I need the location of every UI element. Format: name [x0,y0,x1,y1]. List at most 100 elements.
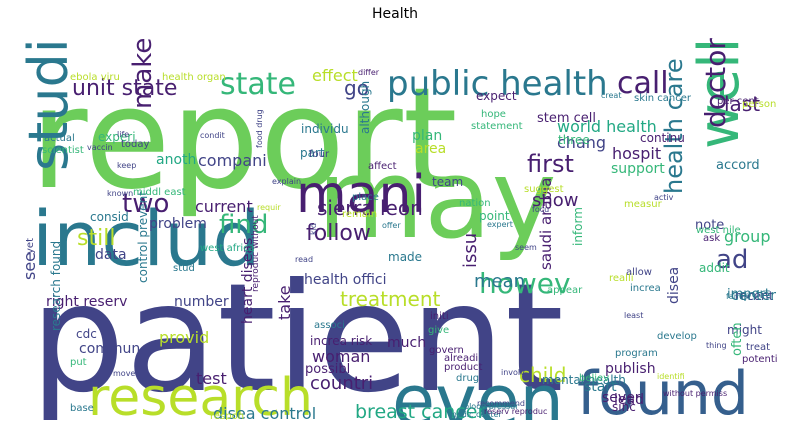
cloud-word: creat [601,91,622,100]
cloud-word: develop [657,331,697,342]
cloud-word: appear [547,285,583,296]
cloud-word: team [432,175,464,189]
cloud-word: put [70,357,87,368]
cloud-word: health care [660,58,688,194]
cloud-word: scientist [42,145,84,156]
cloud-word: sever [602,390,641,406]
cloud-word: expect [476,89,517,103]
cloud-word: requir [257,203,281,212]
cloud-word: experi [98,130,136,144]
cloud-word: expert [487,220,513,229]
cloud-word: thing [706,341,727,350]
cloud-word: recommend [477,399,525,408]
cloud-word: world health [557,117,657,136]
cloud-word: measur [624,199,662,210]
cloud-word: without permiss [663,389,728,398]
cloud-word: west africa [200,243,255,254]
cloud-word: stem cell [537,111,597,126]
cloud-word: problem [149,216,207,232]
cloud-word: first [527,150,574,178]
cloud-word: mental health [542,373,626,387]
cloud-word: individu [301,122,349,136]
cloud-word: reserv reproduc [484,407,548,416]
cloud-word: number [174,294,229,310]
cloud-word: reproduc without [251,215,261,292]
cloud-word: disea [666,266,682,304]
cloud-word: explain [272,177,302,186]
cloud-word: blood pressur [464,402,519,411]
cloud-word: potenti [742,354,778,365]
cloud-word: right reserv [46,294,128,310]
cloud-word: disea control [213,404,317,421]
cloud-word: health offici [304,272,387,288]
cloud-word: govern [429,345,464,356]
cloud-word: control prevent [136,191,150,283]
cloud-word: might [727,323,762,337]
cloud-word: life [117,130,130,139]
cloud-word: found [577,359,749,420]
cloud-word: often [730,322,745,356]
cloud-word: support [611,161,665,177]
cloud-word: made [388,250,423,264]
cloud-word: recent [735,289,774,303]
cloud-word: activ [654,193,674,202]
cloud-word: call [617,66,669,101]
cloud-word: move [113,369,136,378]
cloud-word: test [196,369,227,388]
cloud-word: product [444,362,483,373]
cloud-word: suggest [524,184,564,195]
cloud-word: woman [312,347,371,366]
cloud-word: known [107,189,134,198]
cloud-word: involv [501,368,525,377]
cloud-word: vaccin [87,143,113,152]
cloud-word: continu [640,131,685,145]
cloud-word: statement [471,121,523,132]
cloud-word: issu [460,232,481,268]
cloud-word: today [121,139,150,150]
cloud-word: place [352,192,379,203]
cloud-word: nation [459,198,491,209]
cloud-word: state [220,67,296,102]
cloud-word: patient [30,252,564,420]
cloud-word: howev [479,267,571,300]
cloud-word: take [275,285,294,320]
cloud-word: yet [25,238,36,254]
cloud-word: actual [44,133,75,144]
cloud-word: plan [412,128,443,144]
cloud-word: start [584,379,617,395]
cloud-word: still [77,226,116,251]
cloud-word: stud [173,263,195,274]
cloud-word: countri [310,373,374,394]
cloud-word: part [300,146,325,160]
cloud-word: report [30,58,458,221]
cloud-word: anoth [156,152,197,168]
cloud-word: kid [309,223,318,235]
cloud-word: three [558,133,590,147]
cloud-word: area [415,141,447,157]
cloud-word: go [344,76,369,100]
cloud-word: show [532,190,579,211]
cloud-word: increa [630,283,661,294]
cloud-word: research found [49,240,63,331]
cloud-word: possibl [305,362,351,377]
cloud-word: least [624,311,644,320]
cloud-word: group [724,227,771,246]
cloud-word: health organ [162,72,226,83]
cloud-word: even [392,360,564,420]
cloud-word: public health [387,64,608,104]
cloud-word: realli [609,273,634,284]
cloud-word: see [20,251,39,280]
cloud-word: person [742,99,777,110]
cloud-word: includ [32,194,261,283]
cloud-word: food drug [255,109,264,148]
cloud-word: keep [117,161,137,170]
cloud-word: west nile [696,225,741,236]
cloud-word: much [387,335,427,351]
cloud-word: hospit [612,144,662,163]
cloud-word: medic center [449,410,502,419]
cloud-word: although [358,80,372,134]
cloud-word: research [88,368,313,420]
cloud-word: base [70,403,94,414]
cloud-word: skin cancer [634,93,692,104]
cloud-word: breast cancer [355,401,486,421]
